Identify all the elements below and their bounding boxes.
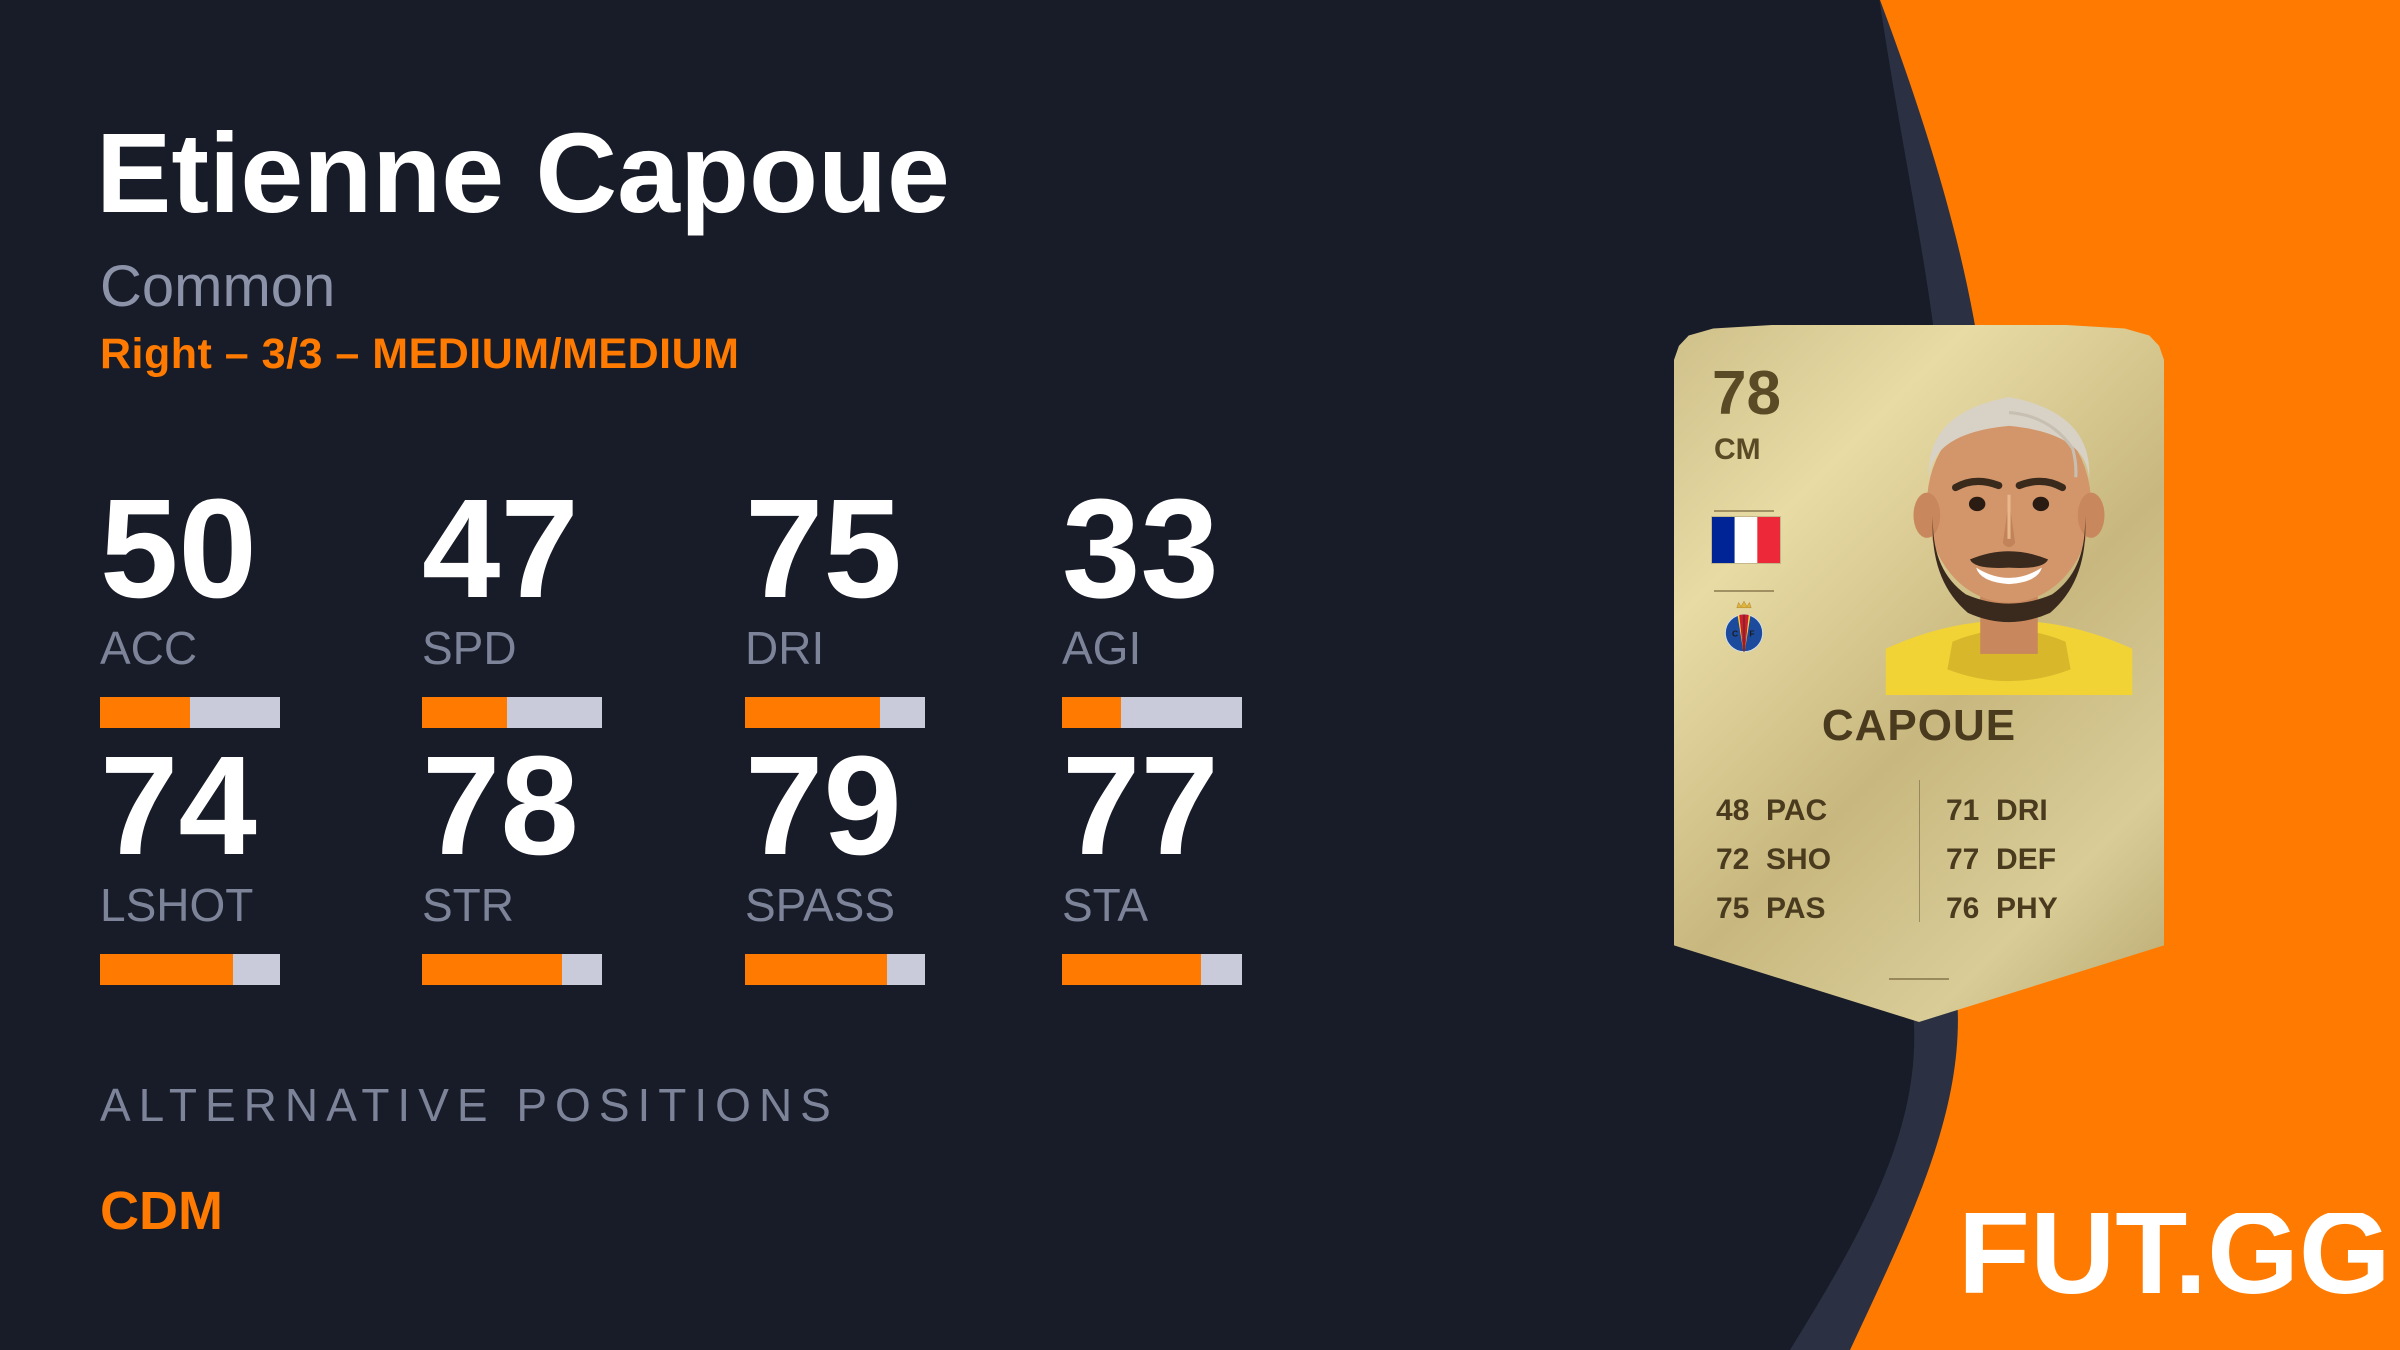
svg-text:FUT.GG: FUT.GG [1958,1213,2391,1313]
svg-text:F: F [1749,629,1754,639]
svg-text:C: C [1732,629,1738,639]
